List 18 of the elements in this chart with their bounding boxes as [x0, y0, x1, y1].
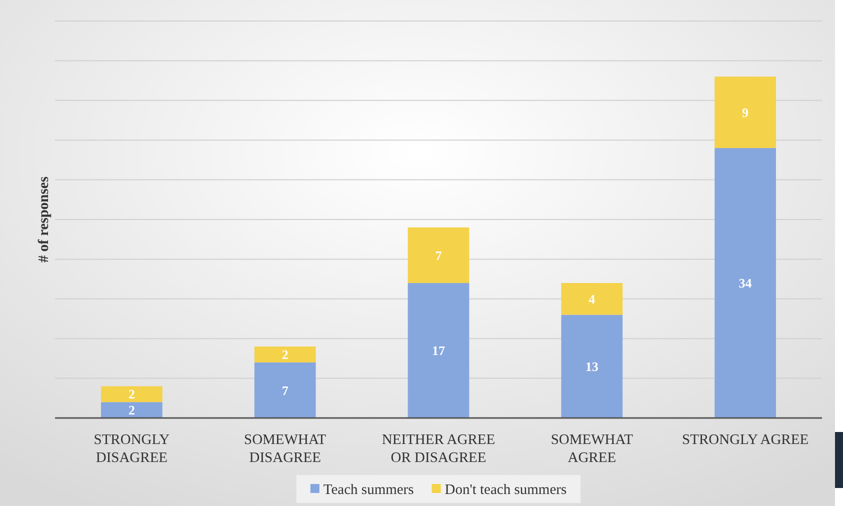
- data-label: 9: [742, 104, 750, 120]
- data-label: 17: [432, 343, 446, 358]
- data-label: 7: [282, 382, 289, 398]
- data-label: 7: [435, 248, 442, 263]
- x-tick-label: NEITHER AGREE OR DISAGREE: [382, 432, 496, 466]
- data-label: 13: [585, 358, 599, 374]
- x-tick-label: STRONGLY DISAGREE: [94, 432, 170, 466]
- x-tick-label: SOMEWHAT AGREE: [550, 432, 634, 466]
- legend-label: Teach summers: [323, 482, 414, 498]
- data-label: 4: [588, 291, 596, 306]
- data-label: 2: [128, 402, 135, 418]
- x-tick-label: SOMEWHAT DISAGREE: [244, 432, 326, 466]
- data-label: 2: [128, 386, 135, 402]
- y-axis-title: # of responses: [36, 176, 52, 262]
- legend-label: Don't teach summers: [444, 482, 567, 498]
- data-label: 34: [738, 276, 752, 291]
- data-label: 2: [282, 347, 288, 362]
- x-tick-label: STRONGLY AGREE: [682, 432, 809, 448]
